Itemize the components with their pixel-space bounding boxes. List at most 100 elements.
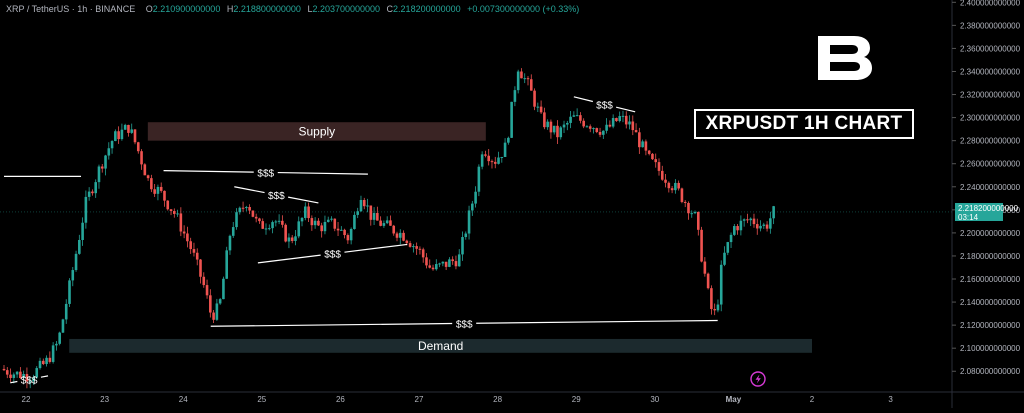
candle-body [264, 228, 268, 230]
liquidity-label: $$$ [456, 319, 473, 330]
candle-body [634, 130, 638, 133]
liquidity-line [277, 171, 368, 175]
candle-body [670, 188, 674, 191]
y-tick-label: 2.360000000000 [960, 44, 1021, 53]
candle-body [523, 78, 527, 80]
candle-body [441, 261, 445, 264]
candle-body [372, 213, 376, 220]
candle-body [749, 218, 752, 221]
candle-body [402, 232, 405, 241]
candle-body [746, 219, 749, 221]
x-tick-label: 26 [336, 395, 345, 404]
liquidity-label: $$$ [257, 168, 274, 179]
candle-body [156, 186, 160, 194]
candle-body [582, 120, 585, 127]
candle-body [615, 118, 618, 122]
y-tick-label: 2.280000000000 [960, 137, 1021, 146]
change-value: +0.007300000000 (+0.33%) [467, 4, 580, 14]
candle-body [55, 343, 58, 346]
candle-layer [2, 68, 775, 389]
x-tick-label: 27 [415, 395, 424, 404]
candle-body [231, 227, 235, 236]
candle-body [657, 162, 661, 171]
candle-body [415, 246, 418, 249]
candle-body [100, 166, 104, 169]
candle-body [251, 210, 255, 217]
candle-body [81, 222, 84, 240]
demand-zone-label: Demand [418, 339, 463, 353]
candle-body [349, 228, 353, 241]
candle-body [353, 214, 356, 229]
candle-body [412, 246, 415, 248]
candle-body [245, 207, 248, 209]
candle-body [520, 71, 523, 79]
candle-body [769, 218, 772, 229]
candle-body [667, 182, 671, 189]
candle-body [697, 211, 700, 230]
candle-body [179, 213, 183, 232]
candle-body [336, 228, 340, 231]
candle-body [35, 368, 39, 378]
candle-body [228, 235, 232, 251]
high-label: H [226, 4, 234, 14]
candle-body [310, 218, 314, 226]
candle-body [638, 132, 641, 148]
candle-body [611, 118, 615, 127]
candle-body [340, 229, 343, 231]
candle-body [435, 264, 438, 270]
candle-body [513, 90, 517, 102]
candle-body [529, 79, 533, 91]
liquidity-line [257, 254, 321, 264]
candle-body [346, 235, 350, 241]
candle-body [526, 78, 530, 80]
candle-body [218, 299, 222, 304]
candle-body [159, 186, 163, 191]
candle-body [117, 131, 120, 140]
candle-body [323, 221, 327, 232]
candle-body [608, 124, 612, 127]
candle-body [428, 265, 432, 268]
candle-body [395, 233, 399, 238]
candle-body [300, 217, 304, 222]
candle-body [212, 312, 215, 320]
candle-body [651, 153, 654, 160]
candle-body [176, 213, 179, 215]
candle-body [585, 126, 589, 128]
candle-body [759, 225, 762, 229]
candle-body [359, 199, 363, 212]
high-value: 2.218800000000 [233, 4, 301, 14]
symbol-header: XRP / TetherUS · 1h · BINANCE O2.2109000… [6, 4, 579, 14]
candle-body [674, 182, 677, 191]
candle-body [313, 220, 317, 226]
candle-body [474, 191, 477, 204]
demand-zone [69, 338, 813, 353]
candle-body [369, 205, 373, 220]
candle-body [343, 229, 346, 236]
candle-body [572, 115, 576, 117]
candle-body [48, 357, 52, 362]
candle-body [38, 360, 42, 369]
x-tick-label: May [726, 395, 742, 404]
candle-body [641, 141, 644, 148]
candle-body [592, 128, 595, 130]
candle-body [602, 130, 605, 135]
candle-body [408, 243, 412, 247]
liquidity-label: $$$ [596, 100, 613, 111]
candle-body [173, 211, 176, 214]
candle-body [356, 211, 359, 215]
open-value: 2.210900000000 [152, 4, 221, 14]
x-tick-label: 28 [493, 395, 502, 404]
lightning-icon[interactable] [750, 371, 766, 387]
candle-body [209, 295, 212, 313]
candle-body [438, 263, 441, 265]
candle-body [729, 234, 733, 243]
liquidity-line [10, 380, 18, 384]
candle-body [683, 201, 687, 203]
candle-body [713, 309, 716, 311]
candle-body [631, 121, 635, 131]
low-label: L [307, 4, 313, 14]
candle-body [215, 303, 219, 320]
x-tick-label: 29 [572, 395, 581, 404]
candle-body [258, 218, 261, 222]
